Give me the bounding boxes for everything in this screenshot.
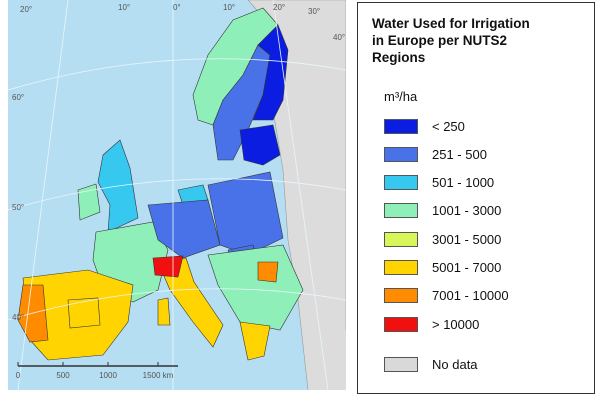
legend-label: 7001 - 10000 bbox=[432, 288, 509, 304]
legend-swatch bbox=[384, 260, 418, 275]
greece bbox=[239, 321, 271, 361]
legend-item: 1001 - 3000 bbox=[384, 203, 501, 219]
graticule-label: 60° bbox=[12, 93, 24, 102]
poland bbox=[207, 171, 284, 256]
scale-label: 500 bbox=[56, 371, 70, 380]
title-line: Regions bbox=[372, 50, 426, 65]
legend-label: > 10000 bbox=[432, 316, 480, 332]
north-italy bbox=[152, 255, 184, 278]
legend-item: 251 - 500 bbox=[384, 146, 487, 162]
baltics bbox=[239, 124, 281, 166]
legend-item: > 10000 bbox=[384, 316, 479, 332]
legend-label: 501 - 1000 bbox=[432, 175, 495, 191]
graticule-line bbox=[8, 58, 346, 91]
turkey bbox=[308, 330, 346, 390]
scale-label: 1500 km bbox=[143, 371, 174, 380]
finland bbox=[252, 24, 289, 121]
scale-label: 0 bbox=[16, 371, 21, 380]
graticule-line bbox=[272, 0, 329, 390]
ireland bbox=[77, 183, 101, 221]
legend-item: 5001 - 7000 bbox=[384, 260, 501, 276]
regions bbox=[17, 7, 304, 361]
legend-label: 5001 - 7000 bbox=[432, 260, 502, 275]
graticule-line bbox=[17, 0, 69, 390]
legend-item: 7001 - 10000 bbox=[384, 288, 509, 304]
legend-item: < 250 bbox=[384, 118, 465, 134]
map: 0 500 1000 1500 km 20° 10° 0° 10° 20° 30° 40° 60° 50… bbox=[8, 0, 346, 390]
legend-swatch bbox=[384, 175, 418, 191]
legend-label: 1001 - 3000 bbox=[432, 203, 502, 219]
graticule-label: 10° bbox=[223, 3, 235, 12]
italy bbox=[157, 257, 224, 348]
title-line: in Europe per NUTS2 bbox=[372, 33, 508, 48]
title-line: Water Used for Irrigation bbox=[372, 16, 530, 31]
graticule-label: 40° bbox=[12, 313, 24, 322]
legend-swatch bbox=[384, 146, 418, 162]
hungary-region bbox=[257, 261, 279, 283]
graticule-label: 20° bbox=[20, 5, 32, 14]
graticule bbox=[8, 0, 346, 390]
legend-swatch bbox=[384, 316, 418, 332]
graticule-label: 10° bbox=[118, 3, 130, 12]
graticule-label: 0° bbox=[173, 3, 181, 12]
legend-swatch bbox=[384, 231, 418, 247]
scale-label: 1000 bbox=[99, 371, 117, 380]
graticule-label: 30° bbox=[308, 7, 320, 16]
legend-swatch bbox=[384, 288, 418, 304]
graticule-line bbox=[8, 178, 346, 211]
graticule-label: 50° bbox=[12, 203, 24, 212]
graticule-label: 40° bbox=[333, 33, 345, 42]
legend-label: 3001 - 5000 bbox=[432, 231, 502, 247]
balkans bbox=[207, 244, 304, 331]
legend-swatch bbox=[384, 356, 418, 372]
legend: Water Used for Irrigation in Europe per N… bbox=[357, 2, 595, 394]
unit: m³/ha bbox=[384, 89, 418, 104]
portugal bbox=[17, 284, 49, 343]
legend-swatch bbox=[384, 118, 418, 134]
legend-label: < 250 bbox=[432, 118, 465, 134]
legend-item: 3001 - 5000 bbox=[384, 231, 501, 247]
legend-item: 501 - 1000 bbox=[384, 175, 494, 191]
legend-label: 251 - 500 bbox=[432, 146, 487, 162]
legend-item: No data bbox=[384, 356, 478, 372]
legend-swatch bbox=[384, 203, 418, 219]
graticule-line bbox=[8, 288, 346, 321]
germany bbox=[147, 199, 221, 259]
graticule-label: 20° bbox=[273, 3, 285, 12]
legend-label: No data bbox=[432, 356, 478, 372]
spain-centre bbox=[67, 297, 101, 329]
sardinia bbox=[157, 297, 171, 326]
legend-title: Water Used for Irrigation in Europe per N… bbox=[372, 15, 530, 66]
